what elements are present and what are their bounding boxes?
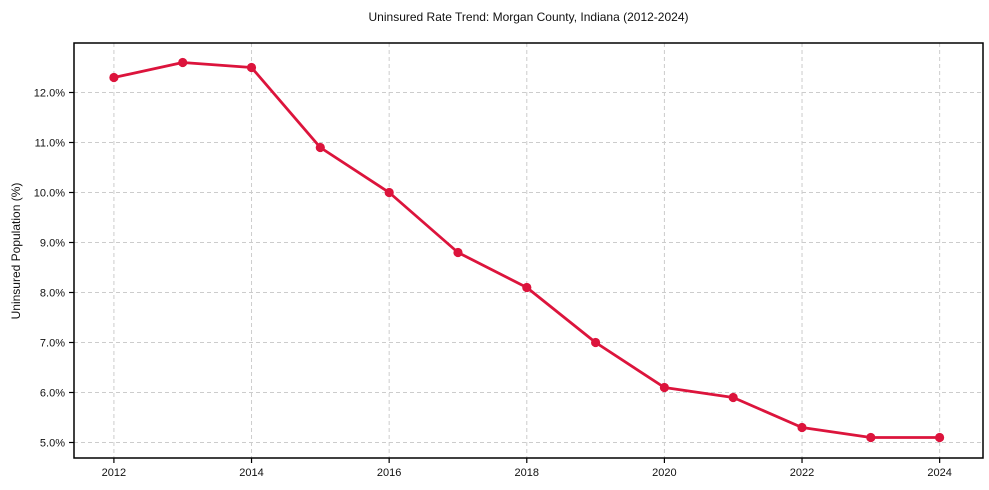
data-point-marker <box>935 432 945 443</box>
data-point-marker <box>728 392 738 403</box>
data-point-marker <box>384 187 394 198</box>
x-tick-label: 2016 <box>377 467 401 479</box>
y-tick-label: 7.0% <box>40 338 65 350</box>
data-point-marker <box>178 57 188 68</box>
data-point-marker <box>866 432 876 443</box>
chart-title: Uninsured Rate Trend: Morgan County, Ind… <box>368 10 689 24</box>
y-tick-label: 9.0% <box>40 238 65 250</box>
data-point-marker <box>315 142 325 153</box>
x-tick-label: 2012 <box>102 467 126 479</box>
data-point-marker <box>522 282 532 293</box>
y-tick-label: 12.0% <box>34 88 65 100</box>
data-point-marker <box>246 62 257 73</box>
x-tick-label: 2018 <box>515 467 539 479</box>
data-point-marker <box>797 422 807 433</box>
plot-border <box>73 42 984 459</box>
y-tick-label: 11.0% <box>35 138 66 150</box>
data-point-marker <box>659 382 670 393</box>
x-tick-label: 2022 <box>790 467 814 479</box>
data-point-marker <box>109 72 119 83</box>
x-tick-label: 2024 <box>927 467 951 479</box>
x-tick-label: 2020 <box>652 467 676 479</box>
y-tick-label: 5.0% <box>40 438 65 450</box>
x-tick-label: 2014 <box>239 467 263 479</box>
y-tick-label: 8.0% <box>40 288 65 300</box>
data-point-marker <box>453 247 463 258</box>
y-tick-label: 6.0% <box>40 388 65 400</box>
data-point-marker <box>591 337 601 348</box>
y-tick-label: 10.0% <box>34 188 65 200</box>
